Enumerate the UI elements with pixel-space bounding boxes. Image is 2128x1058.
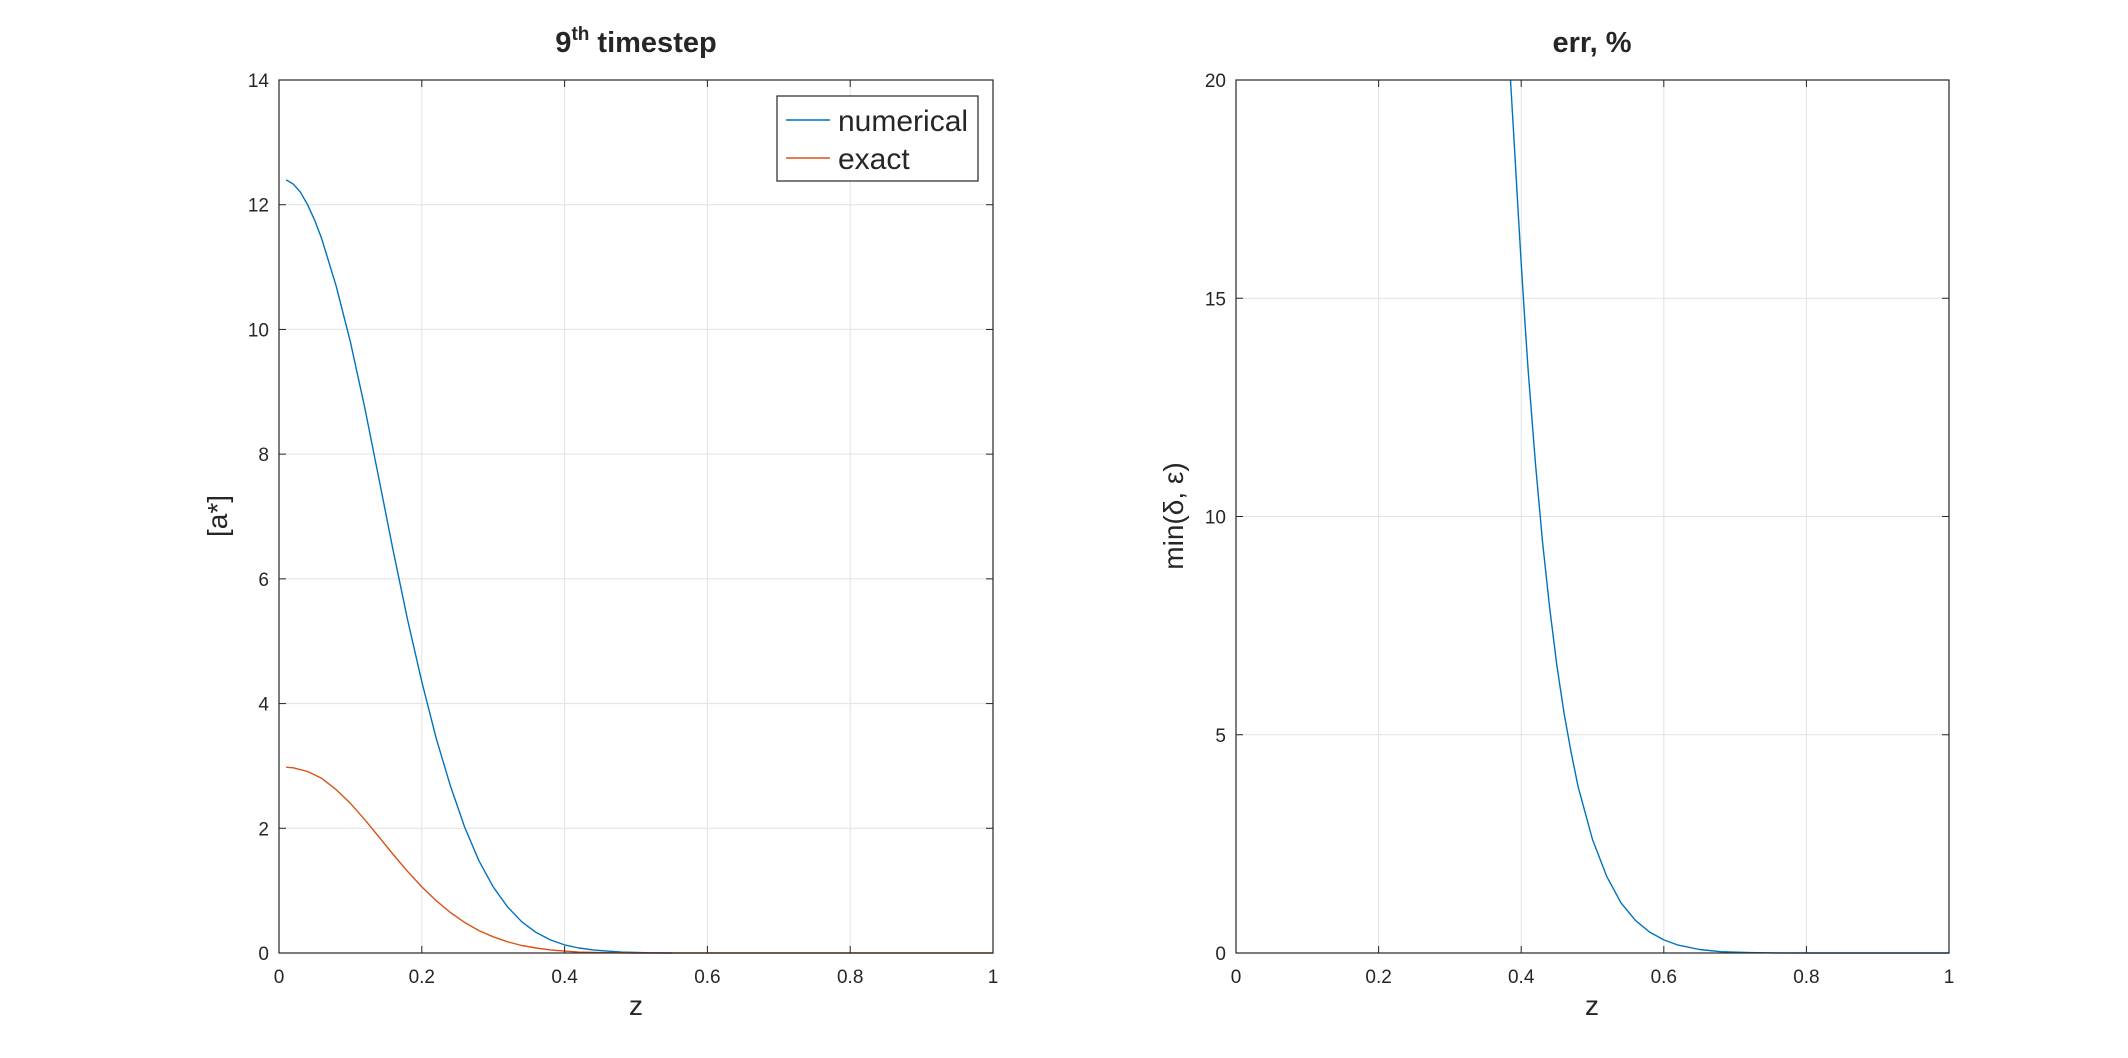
legend-box [776,95,979,182]
y-tick-label: 20 [1205,71,1226,92]
title-number: 9 [555,27,571,59]
x-tick-label: 0.4 [551,967,578,988]
x-tick-label: 0.4 [1508,967,1535,988]
legend: numerical exact [776,95,979,182]
y-tick-label: 14 [248,71,270,92]
series-group-right [1509,79,1949,954]
title-suffix: timestep [589,27,716,59]
grid-left [279,80,993,953]
y-tick-label: 0 [258,944,269,965]
title-superscript: th [571,24,589,45]
axes-box-left [278,79,994,954]
series-line-err [1509,79,1949,954]
y-tick-label: 2 [258,819,269,840]
series-line-numerical [285,179,672,954]
x-tick-label: 0 [1231,967,1242,988]
y-axis-label-left: [a*] [202,495,233,537]
x-axis-label-left: z [629,990,643,1021]
y-tick-label: 8 [258,445,269,466]
x-axis-label-right: z [1585,990,1599,1021]
legend-label-exact: exact [838,143,910,176]
x-tick-label: 0.6 [694,967,720,988]
x-tick-label: 1 [988,967,999,988]
y-axis-label-right: min(δ, ε) [1158,462,1189,569]
x-tick-label: 0 [274,967,285,988]
x-tick-label: 1 [1944,967,1955,988]
y-tick-label: 10 [1205,508,1226,529]
x-tick-label: 0.2 [1365,967,1391,988]
chart-title-right: err, % [1553,27,1632,59]
y-tick-label: 5 [1215,726,1226,747]
y-tick-label: 6 [258,570,269,591]
plot-area-left [279,80,993,953]
x-tick-label: 0.8 [1793,967,1819,988]
x-tick-label: 0.2 [409,967,435,988]
y-tick-label: 15 [1205,289,1226,310]
y-tick-label: 0 [1215,944,1226,965]
legend-label-numerical: numerical [838,105,968,138]
y-tick-label: 10 [248,320,269,341]
y-tick-label: 12 [248,196,269,217]
chart-title-left: 9th timestep [555,24,716,59]
x-tick-label: 0.8 [837,967,863,988]
y-tick-label: 4 [258,695,269,716]
x-tick-label: 0.6 [1651,967,1677,988]
grid-right [1236,80,1949,953]
